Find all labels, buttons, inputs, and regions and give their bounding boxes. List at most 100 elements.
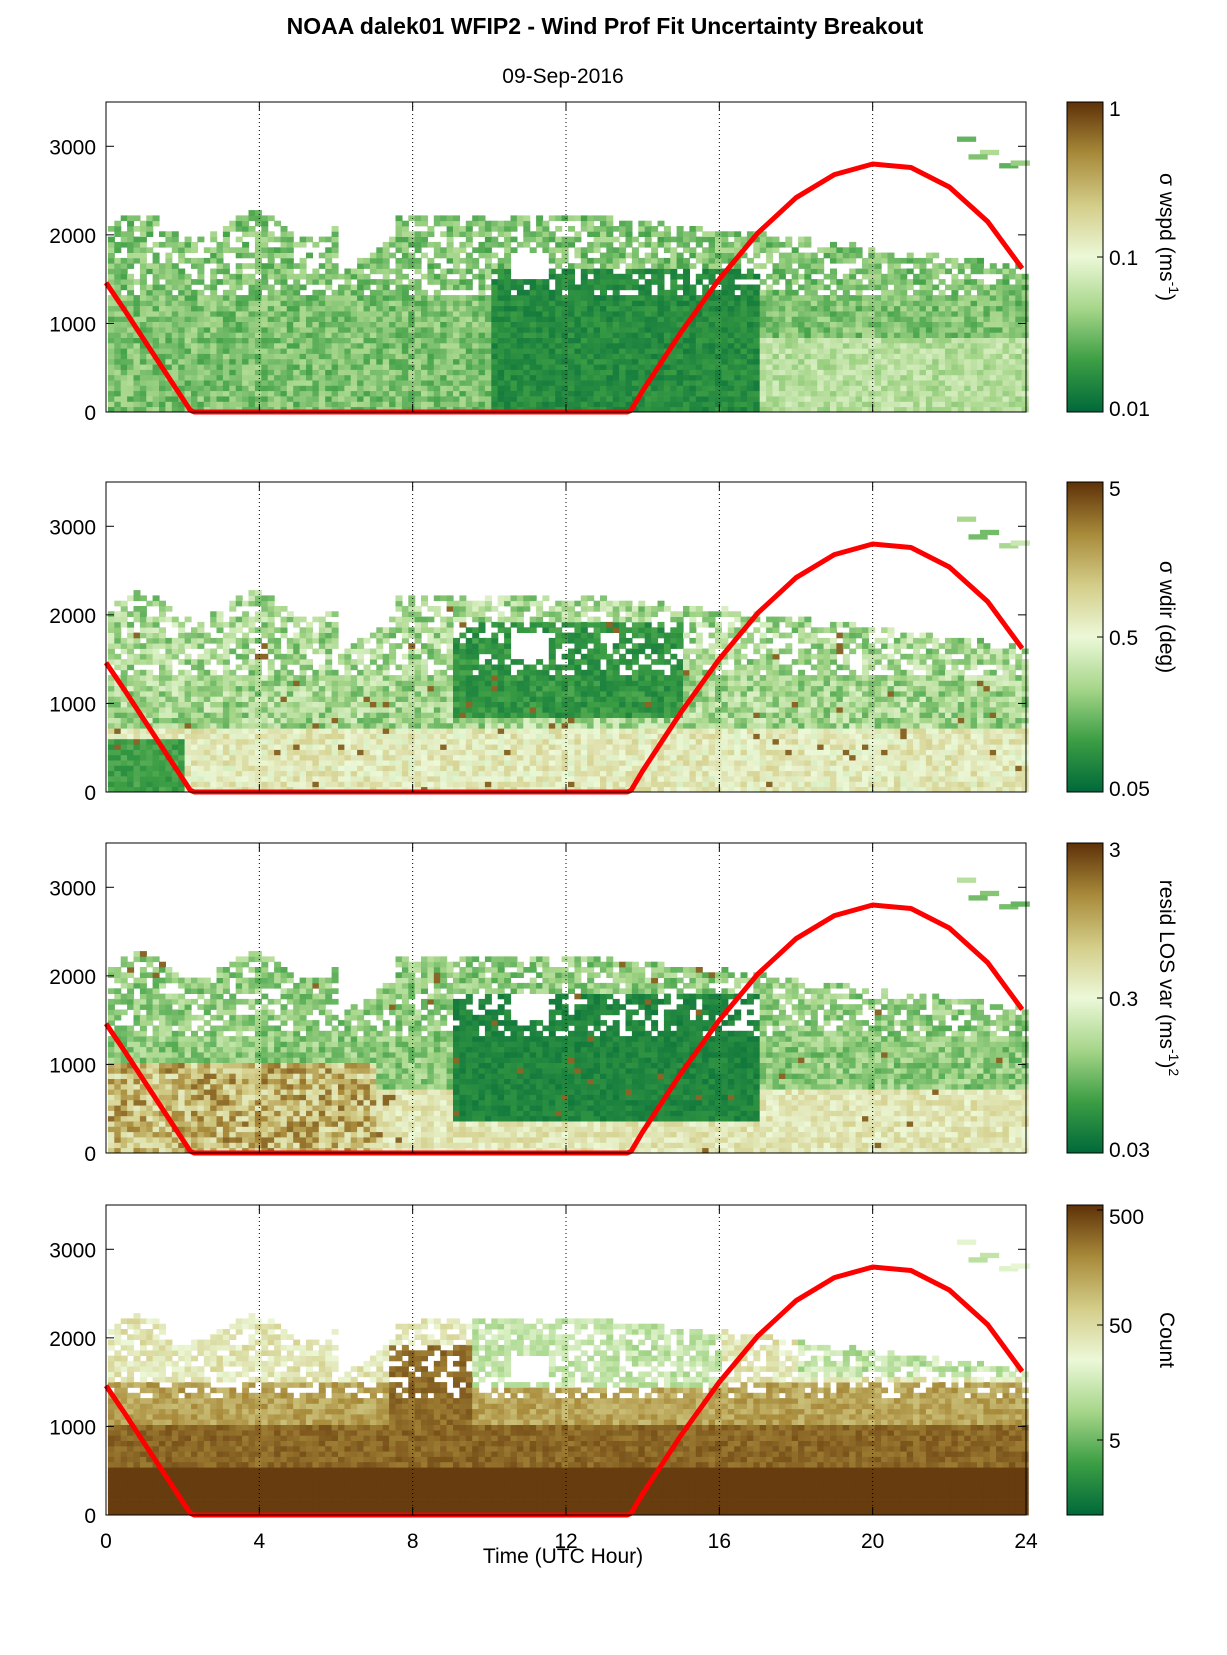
heatmap-cell: [932, 295, 940, 301]
heatmap-cell: [395, 374, 403, 381]
heatmap-cell: [484, 385, 492, 392]
heatmap-cell: [318, 369, 326, 376]
heatmap-cell: [798, 327, 806, 333]
heatmap-cell: [734, 396, 742, 402]
heatmap-cell: [804, 358, 812, 365]
heatmap-cell: [191, 707, 198, 713]
heatmap-cell: [893, 396, 901, 402]
heatmap-cell: [625, 295, 633, 301]
heatmap-cell: [727, 374, 735, 381]
heatmap-cell: [561, 385, 569, 392]
heatmap-cell: [127, 337, 135, 344]
heatmap-cell: [210, 327, 218, 333]
heatmap-cell: [964, 332, 972, 338]
heatmap-cell: [836, 305, 844, 312]
heatmap-cell: [171, 685, 179, 692]
heatmap-cell: [683, 390, 690, 397]
heatmap-cell: [523, 401, 531, 408]
heatmap-cell: [753, 273, 761, 280]
heatmap-cell: [970, 374, 978, 381]
heatmap-cell: [804, 353, 812, 360]
heatmap-cell: [746, 385, 754, 392]
heatmap-cell: [242, 374, 250, 381]
heatmap-cell: [344, 289, 352, 296]
heatmap-cell: [727, 385, 735, 392]
heatmap-cell: [561, 396, 569, 402]
heatmap-cell: [107, 401, 115, 408]
heatmap-cell: [159, 770, 166, 777]
heatmap-cell: [369, 311, 377, 317]
heatmap-cell: [453, 231, 460, 237]
heatmap-cell: [286, 353, 294, 360]
heatmap-cell: [171, 696, 179, 702]
heatmap-cell: [184, 353, 192, 360]
heatmap-cell: [421, 300, 428, 307]
heatmap-cell: [919, 295, 927, 301]
heatmap-cell: [830, 305, 837, 312]
heatmap-cell: [849, 390, 857, 397]
heatmap-cell: [152, 215, 160, 222]
heatmap-cell: [433, 369, 441, 376]
heatmap-cell: [542, 236, 550, 243]
heatmap-cell: [657, 220, 665, 227]
heatmap-cell: [830, 311, 837, 317]
heatmap-cell: [171, 369, 179, 376]
heatmap-cell: [197, 621, 205, 628]
heatmap-cell: [127, 263, 135, 269]
heatmap-cell: [715, 236, 722, 243]
heatmap-cell: [727, 390, 735, 397]
heatmap-cell: [625, 226, 633, 232]
heatmap-cell: [114, 659, 122, 665]
heatmap-cell: [516, 390, 524, 397]
heatmap-cell: [1015, 289, 1023, 296]
heatmap-cell: [516, 396, 524, 402]
heatmap-cell: [107, 273, 115, 280]
heatmap-cell: [171, 300, 179, 307]
heatmap-cell: [766, 295, 774, 301]
heatmap-cell: [235, 279, 243, 285]
heatmap-cell: [280, 305, 288, 312]
heatmap-cell: [727, 241, 735, 248]
heatmap-cell: [146, 284, 154, 291]
heatmap-cell: [210, 691, 218, 697]
heatmap-cell: [836, 327, 844, 333]
heatmap-cell: [203, 675, 211, 681]
heatmap-cell: [197, 691, 205, 697]
heatmap-cell: [363, 353, 371, 360]
heatmap-cell: [114, 327, 122, 333]
heatmap-cell: [721, 380, 729, 386]
heatmap-cell: [184, 637, 192, 644]
heatmap-cell: [280, 342, 288, 349]
heatmap-cell: [497, 284, 505, 291]
heatmap-cell: [440, 321, 448, 328]
heatmap-cell: [184, 358, 192, 365]
heatmap-cell: [791, 348, 799, 354]
heatmap-cell: [331, 295, 339, 301]
heatmap-cell: [216, 380, 224, 386]
heatmap-cell: [197, 717, 205, 724]
heatmap-cell: [1021, 321, 1029, 328]
heatmap-cell: [913, 396, 921, 402]
heatmap-cell: [746, 257, 754, 264]
heatmap-cell: [957, 374, 965, 381]
heatmap-cell: [357, 353, 365, 360]
heatmap-cell: [536, 295, 544, 301]
heatmap-cell: [548, 321, 556, 328]
heatmap-cell: [670, 380, 678, 386]
heatmap-cell: [331, 369, 339, 376]
heatmap-cell: [184, 327, 192, 333]
heatmap-cell: [280, 369, 288, 376]
heatmap-cell: [945, 327, 952, 333]
heatmap-cell: [516, 380, 524, 386]
heatmap-cell: [203, 316, 211, 322]
heatmap-cell: [127, 321, 135, 328]
heatmap-cell: [612, 342, 620, 349]
heatmap-cell: [523, 369, 531, 376]
heatmap-cell: [1015, 327, 1023, 333]
heatmap-cell: [542, 279, 550, 285]
heatmap-cell: [484, 252, 492, 259]
heatmap-cell: [644, 220, 652, 227]
heatmap-cell: [663, 327, 671, 333]
heatmap-cell: [152, 348, 160, 354]
